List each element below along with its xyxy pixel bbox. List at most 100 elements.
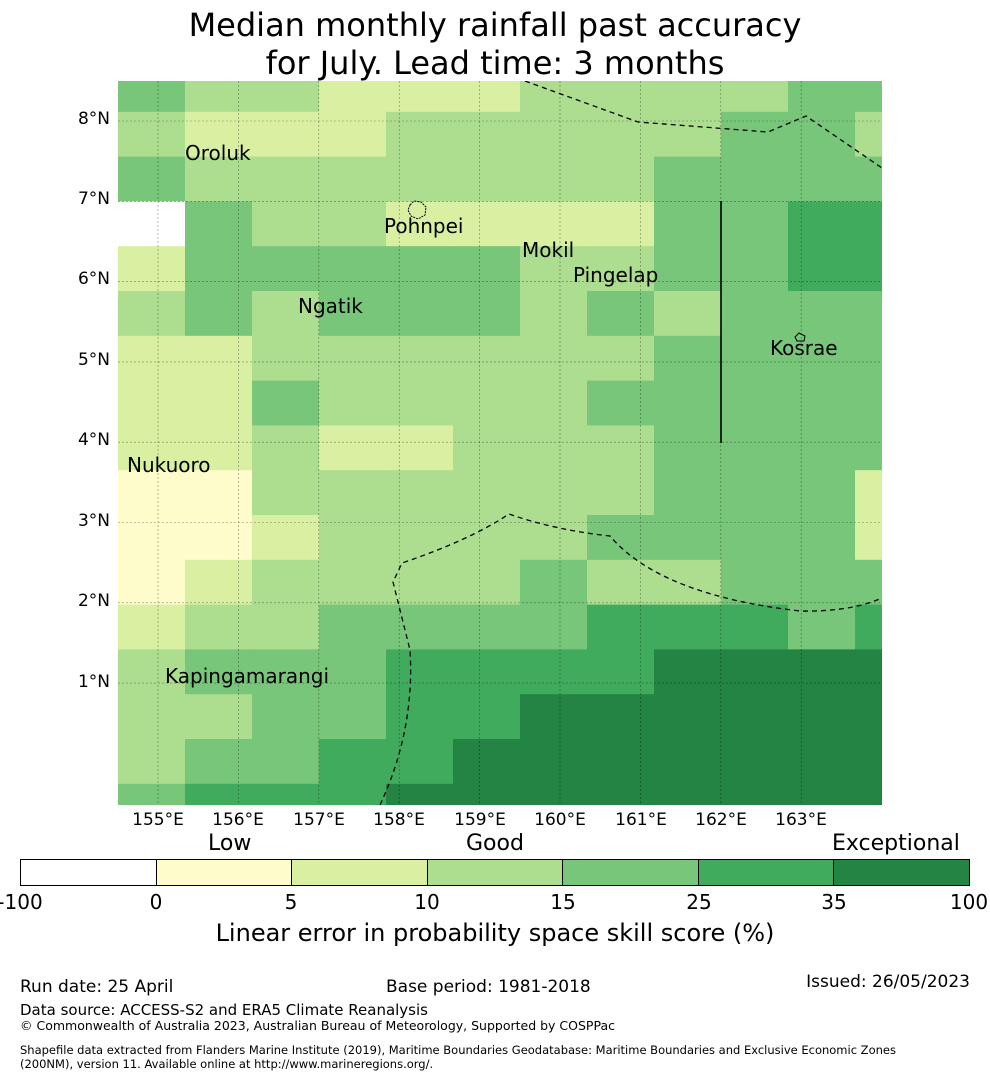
grid-cell [453,559,521,606]
grid-cell [721,380,789,426]
grid-cell [453,246,521,292]
grid-cell [118,81,186,113]
grid-cell [788,604,856,650]
colorbar-tick: -100 [0,890,43,914]
grid-cell [386,380,454,426]
grid-cell [185,380,253,426]
grid-cell [185,335,253,382]
grid-cell [922,470,990,515]
grid-cell [453,111,521,158]
grid-cell [185,156,253,202]
place-label: Mokil [522,238,574,262]
grid-cell [185,81,253,113]
grid-cell [654,559,722,606]
grid-cell [922,157,990,202]
grid-cell [520,425,588,471]
grid-cell [453,291,521,337]
grid-cell [453,604,521,650]
grid-cell [185,649,253,695]
grid-cell [721,425,789,471]
grid-cell [252,425,320,471]
grid-cell [922,739,990,784]
grid-cell [520,515,588,561]
colorbar-tick: 5 [284,890,298,914]
grid-cell [118,291,186,337]
grid-cell [520,111,588,158]
grid-cell [922,246,990,291]
grid-cell [855,559,882,606]
grid-cell [386,201,454,247]
grid-cell [386,515,454,561]
lon-label: 159°E [454,810,506,830]
grid-cell [520,156,588,202]
colorbar-tick: 25 [686,890,712,914]
chart-title: Median monthly rainfall past accuracy fo… [0,6,990,82]
grid-cell [319,425,387,471]
grid-cell [319,783,387,805]
eez-boundary-south [379,513,882,805]
pohnpei-coastline [407,200,427,220]
lat-label: 4°N [77,430,110,450]
grid-cell [654,470,722,516]
grid-cell [520,694,588,740]
grid-cell [855,291,882,337]
grid-cell [118,604,186,650]
lon-label: 155°E [132,810,184,830]
grid-cell [118,515,186,561]
grid-cell [855,739,882,785]
grid-cell [855,201,882,247]
grid-cell [855,81,882,113]
place-label: Ngatik [298,294,363,318]
lat-label: 5°N [77,350,110,370]
grid-cell [386,335,454,382]
place-label: Pingelap [573,263,658,287]
grid-cell [386,783,454,805]
grid-cell [654,783,722,805]
grid-cell [721,783,789,805]
grid-cell [855,425,882,471]
grid-cell [788,783,856,805]
grid-cell [587,380,655,426]
colorbar-segment [698,860,835,885]
grid-cell [520,380,588,426]
colorbar-segment [21,860,157,885]
grid-cell [654,81,722,113]
grid-cell [788,515,856,561]
grid-cell [118,739,186,785]
grid-cell [319,694,387,740]
colorbar-category-low: Low [208,831,252,856]
lon-label: 163°E [775,810,827,830]
grid-cell [788,380,856,426]
colorbar [20,859,970,886]
grid-cell [252,515,320,561]
grid-cell [788,694,856,740]
grid-cell [252,291,320,337]
grid-cell [721,649,789,695]
grid-cell [587,201,655,247]
kosrae-coastline [794,332,806,342]
grid-cell [118,425,186,471]
lon-label: 162°E [695,810,747,830]
grid-cell [922,336,990,381]
grid-cell [453,425,521,471]
grid-cell [185,111,253,158]
grid-cell [453,335,521,382]
grid-cell [520,81,588,113]
lat-label: 8°N [77,109,110,129]
colorbar-tick: 15 [550,890,576,914]
grid-cell [185,739,253,785]
grid-cell [319,604,387,650]
grid-cell [587,111,655,158]
grid-cell [252,739,320,785]
grid-cell [520,559,588,606]
grid-cell [386,649,454,695]
lat-label: 2°N [77,591,110,611]
grid-cell [855,694,882,740]
lon-label: 161°E [615,810,667,830]
base-period: Base period: 1981-2018 [386,977,591,997]
grid-cell [252,604,320,650]
grid-cell [520,604,588,650]
shapefile-credit: Shapefile data extracted from Flanders M… [20,1043,896,1057]
grid-cell [118,380,186,426]
